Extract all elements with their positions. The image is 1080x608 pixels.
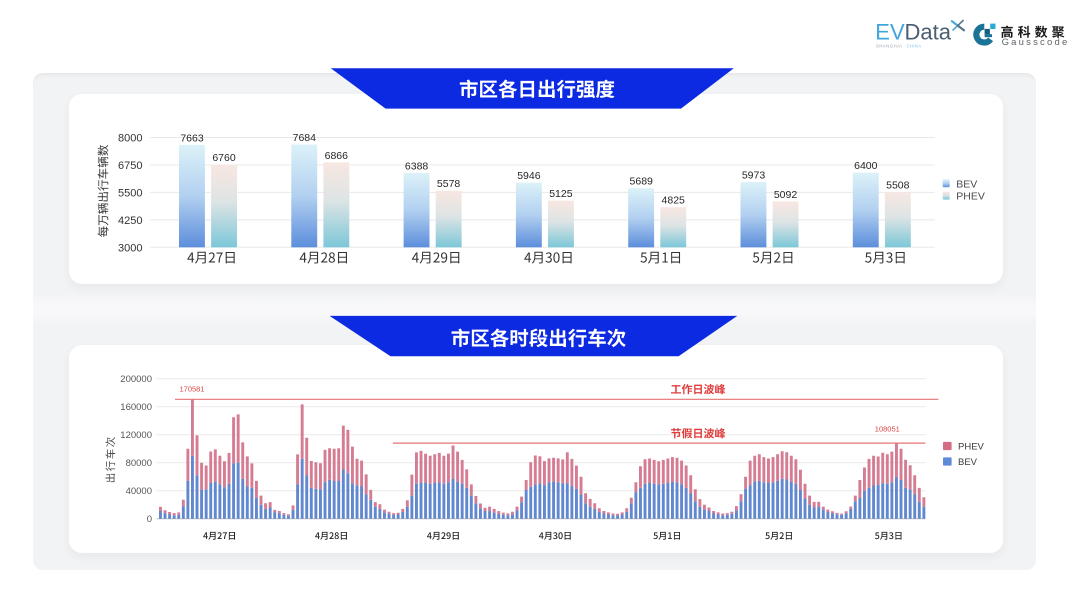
svg-text:CHINA: CHINA (907, 43, 922, 48)
svg-text:4250: 4250 (118, 215, 142, 227)
svg-text:5689: 5689 (630, 176, 654, 188)
svg-text:0: 0 (147, 514, 152, 525)
svg-text:6760: 6760 (212, 152, 236, 164)
svg-text:BEV: BEV (958, 457, 978, 468)
svg-text:6400: 6400 (854, 160, 878, 172)
svg-text:6388: 6388 (405, 160, 429, 172)
svg-text:BEV: BEV (956, 179, 977, 191)
svg-text:200000: 200000 (120, 374, 152, 385)
svg-text:SHANGHAI: SHANGHAI (876, 43, 902, 48)
svg-text:5500: 5500 (118, 187, 142, 199)
svg-text:3000: 3000 (118, 242, 142, 254)
svg-text:120000: 120000 (120, 430, 152, 441)
svg-text:7684: 7684 (293, 132, 317, 144)
svg-text:40000: 40000 (126, 486, 152, 497)
svg-text:5973: 5973 (742, 169, 766, 181)
svg-text:5092: 5092 (774, 189, 798, 201)
svg-text:PHEV: PHEV (956, 190, 985, 202)
svg-text:5508: 5508 (886, 180, 910, 192)
svg-text:7663: 7663 (180, 132, 204, 144)
svg-text:Gausscode: Gausscode (1002, 37, 1070, 48)
svg-text:5946: 5946 (517, 170, 541, 182)
svg-text:80000: 80000 (126, 458, 152, 469)
svg-text:EV: EV (875, 20, 905, 45)
svg-text:8000: 8000 (118, 133, 142, 145)
svg-text:6750: 6750 (118, 160, 142, 172)
svg-text:5125: 5125 (549, 188, 573, 200)
svg-text:170581: 170581 (179, 384, 204, 393)
svg-text:160000: 160000 (120, 402, 152, 413)
svg-text:PHEV: PHEV (958, 441, 985, 452)
svg-text:5578: 5578 (437, 178, 461, 190)
svg-text:6866: 6866 (325, 150, 349, 162)
svg-text:108051: 108051 (875, 424, 900, 433)
svg-text:Data: Data (905, 20, 952, 45)
svg-text:4825: 4825 (662, 195, 686, 207)
